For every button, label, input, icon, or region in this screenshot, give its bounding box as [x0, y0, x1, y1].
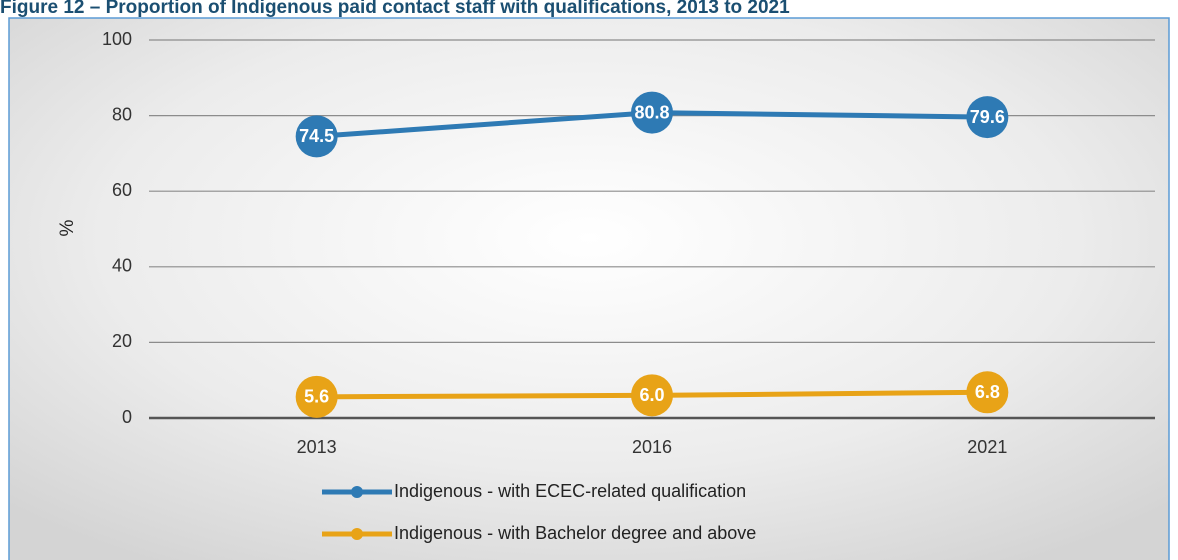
point-marker [295, 375, 338, 418]
legend-label: Indigenous - with Bachelor degree and ab… [394, 523, 756, 543]
legend-label: Indigenous - with ECEC-related qualifica… [394, 481, 746, 501]
data-label: 6.8 [975, 382, 1000, 402]
point-marker [295, 115, 338, 158]
data-label: 79.6 [970, 107, 1005, 127]
point-marker [966, 96, 1009, 139]
y-tick-label: 60 [112, 180, 132, 200]
y-tick-label: 0 [122, 407, 132, 427]
point-marker [631, 91, 673, 134]
y-tick-label: 100 [102, 29, 132, 49]
x-tick-label: 2013 [297, 437, 337, 457]
data-label: 80.8 [634, 102, 669, 122]
point-marker [966, 371, 1009, 414]
point-marker [631, 374, 673, 417]
data-label: 6.0 [639, 385, 664, 405]
legend-marker [351, 528, 363, 540]
x-tick-label: 2021 [967, 437, 1007, 457]
legend-marker [351, 486, 363, 498]
x-tick-label: 2016 [632, 437, 672, 457]
data-label: 74.5 [299, 126, 334, 146]
y-tick-label: 20 [112, 331, 132, 351]
chart-title: Figure 12 – Proportion of Indigenous pai… [0, 0, 790, 18]
y-axis-label: % [57, 219, 78, 236]
y-tick-label: 80 [112, 104, 132, 124]
data-label: 5.6 [304, 387, 329, 407]
y-tick-label: 40 [112, 256, 132, 276]
